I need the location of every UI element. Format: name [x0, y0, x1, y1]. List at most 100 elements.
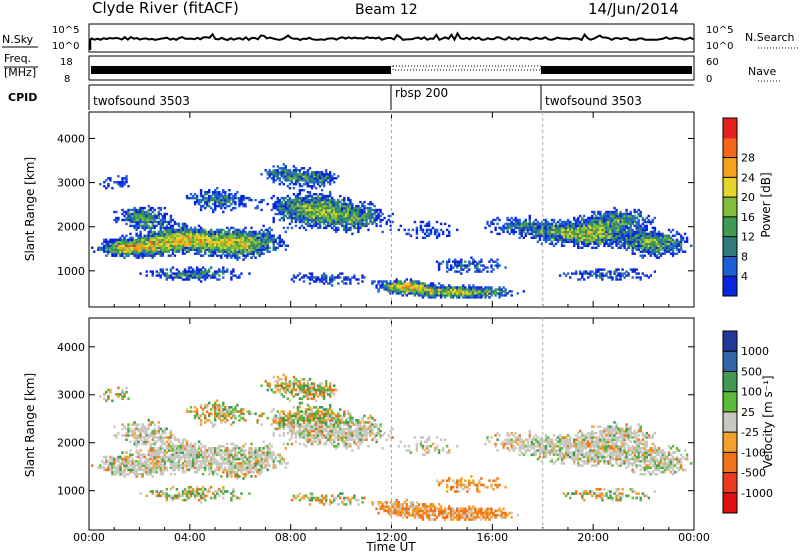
power-cell [335, 228, 338, 232]
power-cell [593, 234, 596, 237]
power-cell [637, 248, 640, 251]
power-colorbar-label: Power [dB] [759, 172, 773, 237]
power-cell [524, 234, 527, 237]
power-cell [427, 222, 431, 226]
velocity-cell [173, 457, 177, 461]
power-cell [607, 210, 610, 214]
power-cell [345, 210, 348, 214]
power-cell [542, 226, 546, 230]
power-cell [506, 218, 509, 222]
power-cell [316, 210, 320, 214]
velocity-cell [143, 453, 146, 457]
power-cell [189, 228, 193, 232]
power-cell [518, 218, 521, 222]
power-cell [504, 222, 507, 226]
power-cell [661, 232, 665, 236]
power-cell [143, 246, 146, 249]
power-cell [314, 200, 318, 204]
power-cell [357, 218, 360, 222]
power-cell [248, 242, 251, 245]
power-cell [234, 228, 237, 232]
power-cell [552, 226, 556, 230]
power-cell [127, 240, 130, 243]
power-cell [524, 224, 527, 228]
velocity-cell [157, 466, 160, 469]
power-cell [492, 222, 495, 226]
power-cell [665, 248, 669, 251]
power-cell [228, 248, 231, 251]
velocity-cell [173, 438, 177, 441]
colorbar-tick-label: 4 [741, 270, 748, 283]
power-cell [145, 226, 148, 230]
power-cell [272, 238, 275, 241]
power-cell [151, 220, 154, 224]
power-cell [236, 252, 239, 255]
power-cell [304, 194, 308, 198]
power-cell [556, 234, 560, 237]
power-cell [298, 189, 302, 192]
power-cell [189, 276, 193, 279]
power-cell [538, 222, 542, 226]
velocity-cell [139, 427, 142, 431]
power-cell [125, 234, 128, 237]
power-cell [452, 294, 455, 297]
power-cell [653, 232, 657, 236]
power-cell [143, 254, 146, 257]
power-cell [240, 230, 243, 234]
power-cell [280, 238, 283, 241]
power-cell [446, 294, 449, 297]
power-cell [151, 226, 154, 230]
power-cell [347, 202, 350, 206]
power-cell [220, 234, 223, 237]
power-cell [300, 177, 304, 180]
power-cell [331, 222, 334, 226]
power-cell [286, 198, 289, 202]
power-cell [183, 242, 187, 245]
power-cell [407, 232, 410, 236]
power-cell [280, 208, 283, 212]
velocity-cell [129, 434, 132, 437]
power-cell [589, 222, 592, 226]
power-cell [562, 244, 566, 247]
power-cell [677, 242, 681, 245]
power-cell [415, 228, 419, 232]
power-cell [159, 242, 162, 245]
power-cell [577, 228, 580, 232]
power-cell [331, 198, 334, 202]
power-cell [569, 230, 572, 234]
power-cell [153, 214, 156, 218]
power-cell [244, 248, 247, 251]
power-cell [540, 224, 544, 228]
power-cell [135, 212, 138, 216]
power-cell [679, 246, 683, 249]
power-cell [254, 206, 257, 210]
power-cell [345, 214, 348, 218]
power-cell [230, 276, 233, 279]
power-cell [427, 296, 431, 299]
power-cell [325, 212, 328, 216]
velocity-cell [137, 455, 140, 459]
velocity-cell [117, 395, 120, 398]
power-cell [310, 276, 314, 279]
velocity-cell [151, 468, 154, 472]
velocity-cell [115, 393, 118, 396]
power-cell [216, 194, 219, 198]
power-cell [619, 226, 622, 230]
velocity-cell [139, 453, 142, 457]
power-cell [206, 196, 209, 200]
power-cell [419, 220, 423, 224]
power-cell [133, 214, 136, 218]
power-cell [320, 196, 324, 200]
power-cell [665, 242, 669, 245]
power-cell [218, 240, 221, 243]
power-cell [629, 226, 632, 230]
power-cell [206, 198, 209, 202]
velocity-cell [161, 438, 164, 441]
power-cell [605, 210, 608, 214]
power-cell [300, 224, 304, 228]
power-cell [169, 268, 173, 271]
power-cell [218, 274, 221, 277]
power-cell [193, 200, 197, 204]
power-cell [566, 240, 570, 243]
power-cell [284, 177, 287, 180]
